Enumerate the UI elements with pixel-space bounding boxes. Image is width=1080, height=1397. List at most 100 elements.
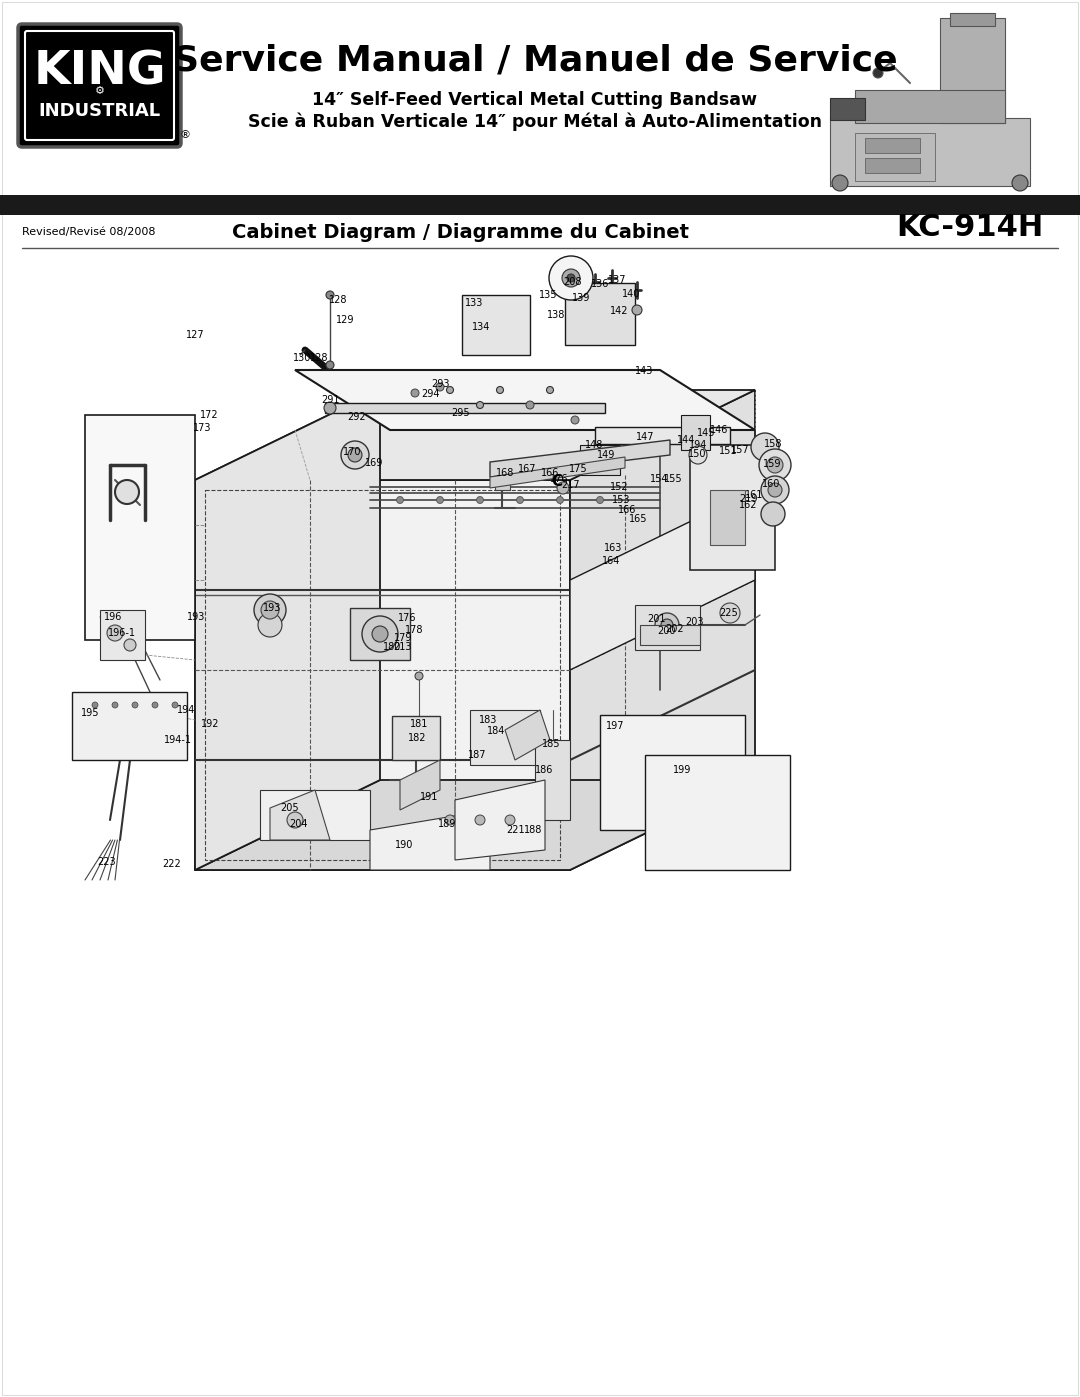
Text: 175: 175 [569,464,588,474]
Circle shape [114,481,139,504]
Text: 181: 181 [409,719,428,729]
Circle shape [632,305,642,314]
Polygon shape [570,390,755,870]
Text: 135: 135 [539,291,557,300]
Text: 204: 204 [289,819,308,828]
Circle shape [124,638,136,651]
Text: 295: 295 [451,408,470,418]
Circle shape [436,383,444,391]
Polygon shape [535,740,570,820]
Text: 186: 186 [535,766,553,775]
Circle shape [446,387,454,394]
Circle shape [873,68,883,78]
Polygon shape [580,446,620,475]
Text: ®: ® [179,130,190,140]
Text: 149: 149 [597,450,616,460]
Circle shape [348,448,362,462]
Circle shape [761,502,785,527]
Circle shape [476,401,484,408]
Text: 291: 291 [321,395,339,405]
Circle shape [557,482,569,495]
Text: 158: 158 [764,439,782,448]
Circle shape [689,446,707,464]
Polygon shape [295,370,755,430]
Text: 160: 160 [761,479,780,489]
Circle shape [436,496,444,503]
Text: 161: 161 [745,490,764,500]
Circle shape [92,703,98,708]
Circle shape [505,814,515,826]
Text: 169: 169 [365,458,383,468]
Bar [0,196,1080,215]
Circle shape [654,613,679,637]
Polygon shape [260,789,370,840]
Circle shape [341,441,369,469]
Text: 292: 292 [348,412,366,422]
Text: 153: 153 [611,495,631,504]
Text: 142: 142 [610,306,629,316]
Polygon shape [681,415,710,450]
Text: 188: 188 [524,826,542,835]
Polygon shape [370,810,490,870]
Polygon shape [195,390,380,870]
Polygon shape [325,402,605,414]
Text: INDUSTRIAL: INDUSTRIAL [39,102,161,120]
Text: 183: 183 [478,715,497,725]
Text: 164: 164 [602,556,620,566]
Text: 157: 157 [731,446,750,455]
Circle shape [152,703,158,708]
Text: 199: 199 [673,766,691,775]
Text: 196-1: 196-1 [108,629,136,638]
Circle shape [527,401,534,408]
Text: 182: 182 [408,733,427,743]
Circle shape [326,360,334,369]
Text: 138: 138 [546,310,565,320]
Text: Revised/Revisé 08/2008: Revised/Revisé 08/2008 [22,226,156,237]
Text: 170: 170 [342,447,361,457]
Text: 194-1: 194-1 [164,735,192,745]
Text: 197: 197 [606,721,624,731]
Circle shape [751,433,779,461]
Polygon shape [495,465,510,490]
Circle shape [562,270,580,286]
Circle shape [767,457,783,474]
Text: 190: 190 [395,840,414,849]
Circle shape [832,175,848,191]
Text: 152: 152 [610,482,629,492]
Circle shape [546,387,554,394]
Text: C: C [552,475,563,489]
Text: 192: 192 [201,719,219,729]
Circle shape [362,616,399,652]
Text: 194: 194 [689,440,707,450]
Text: 185: 185 [542,739,561,749]
Polygon shape [470,710,540,766]
Text: 150: 150 [688,448,706,460]
Circle shape [759,448,791,481]
Text: 148: 148 [584,440,604,450]
Circle shape [768,483,782,497]
Text: 202: 202 [665,624,685,634]
Bar [0,0,1080,215]
Polygon shape [950,13,995,27]
Circle shape [415,672,423,680]
Text: 128: 128 [328,295,348,305]
Polygon shape [392,717,440,760]
Text: 134: 134 [472,321,490,332]
Text: 151: 151 [719,446,738,455]
Text: 189: 189 [437,819,456,828]
Circle shape [475,814,485,826]
Polygon shape [400,760,440,810]
Polygon shape [595,427,730,444]
Polygon shape [72,692,187,760]
Circle shape [112,703,118,708]
Text: 222: 222 [163,859,181,869]
Text: 143: 143 [635,366,653,376]
Text: 140: 140 [622,289,640,299]
Text: 166: 166 [618,504,636,515]
Text: 128: 128 [310,353,328,363]
Circle shape [661,619,673,631]
Circle shape [172,703,178,708]
Circle shape [445,814,455,826]
Text: 221: 221 [507,826,525,835]
Polygon shape [195,481,570,870]
